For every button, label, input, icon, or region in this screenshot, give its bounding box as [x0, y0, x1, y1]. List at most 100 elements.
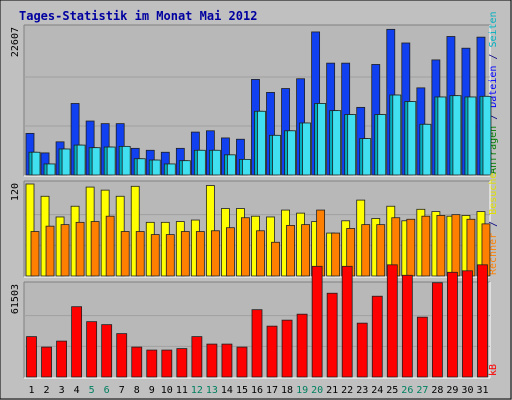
- bar-kb: [26, 336, 37, 378]
- bar-rechner: [150, 234, 160, 277]
- bar-kb: [266, 325, 278, 378]
- bar-rechner: [210, 230, 220, 277]
- bar-rechner: [105, 215, 115, 277]
- x-tick-label: 1: [29, 385, 35, 396]
- bar-rechner: [466, 218, 476, 277]
- bar-seiten: [196, 149, 206, 176]
- x-tick-label: 8: [134, 385, 140, 396]
- bar-rechner: [406, 218, 416, 277]
- bar-seiten: [106, 146, 116, 176]
- bar-rechner: [361, 224, 371, 277]
- x-tick-label: 25: [386, 385, 398, 396]
- bar-kb: [416, 316, 428, 378]
- legend-item: Anfragen: [488, 126, 499, 174]
- x-tick-label: 30: [461, 385, 473, 396]
- bar-seiten: [467, 96, 477, 176]
- x-tick-label: 22: [341, 385, 353, 396]
- y-max-label: 120: [10, 183, 21, 201]
- x-tick-label: 11: [176, 385, 188, 396]
- bar-kb: [431, 282, 443, 378]
- bar-kb: [386, 264, 398, 378]
- bar-kb: [341, 265, 353, 378]
- bar-seiten: [482, 95, 492, 176]
- panel-mid: 120 Rechner / Besuche: [10, 173, 499, 278]
- x-tick-label: 18: [281, 385, 293, 396]
- panel-top: 22607 Anfragen / Dateien / Seiten: [10, 11, 499, 177]
- bar-rechner: [120, 231, 130, 277]
- bar-seiten: [347, 114, 357, 176]
- x-tick-label: 9: [149, 385, 155, 396]
- x-tick-label: 21: [326, 385, 338, 396]
- x-tick-label: 4: [74, 385, 80, 396]
- bar-seiten: [302, 122, 311, 176]
- series-legend: Anfragen / Dateien / Seiten: [488, 11, 499, 174]
- bar-kb: [401, 274, 413, 378]
- bar-kb: [326, 292, 338, 378]
- legend-item: /: [488, 108, 499, 126]
- bar-seiten: [91, 147, 101, 176]
- bar-kb: [206, 343, 218, 378]
- bar-kb: [477, 264, 488, 378]
- bar-rechner: [135, 231, 145, 277]
- bar-kb: [71, 306, 83, 378]
- x-tick-label: 6: [104, 385, 110, 396]
- bar-seiten: [76, 144, 86, 176]
- bar-seiten: [422, 123, 432, 176]
- x-tick-label: 5: [89, 385, 95, 396]
- x-tick-label: 23: [356, 385, 368, 396]
- bar-kb: [447, 271, 458, 378]
- bar-seiten: [151, 159, 161, 176]
- bar-kb: [221, 343, 233, 378]
- bar-seiten: [181, 160, 191, 176]
- x-tick-label: 12: [191, 385, 203, 396]
- x-tick-label: 31: [476, 385, 488, 396]
- bar-seiten: [452, 95, 462, 176]
- legend-item: Dateien: [488, 66, 499, 108]
- bar-kb: [86, 321, 98, 378]
- bar-kb: [161, 349, 173, 378]
- chart-panels: 22607 Anfragen / Dateien / Seiten 120 Rechn…: [10, 11, 499, 379]
- bar-rechner: [226, 227, 235, 277]
- x-tick-label: 13: [206, 385, 218, 396]
- x-tick-label: 15: [236, 385, 248, 396]
- bar-rechner: [421, 215, 431, 277]
- x-tick-label: 10: [161, 385, 173, 396]
- bar-rechner: [241, 217, 250, 277]
- x-tick-label: 17: [266, 385, 278, 396]
- bar-kb: [296, 313, 308, 378]
- bar-kb: [371, 295, 383, 378]
- bar-seiten: [407, 101, 417, 176]
- x-tick-label: 26: [401, 385, 413, 396]
- series-legend: kB: [488, 364, 499, 376]
- x-tick-label: 19: [296, 385, 308, 396]
- bar-rechner: [45, 225, 55, 277]
- bar-rechner: [60, 224, 70, 277]
- bar-seiten: [362, 138, 372, 176]
- bar-rechner: [286, 224, 295, 277]
- bar-kb: [176, 348, 188, 378]
- x-tick-label: 24: [371, 385, 383, 396]
- series-kb: [26, 264, 488, 378]
- bar-seiten: [317, 103, 327, 176]
- bar-kb: [462, 270, 473, 378]
- legend-item: /: [488, 215, 499, 233]
- bar-kb: [251, 309, 263, 378]
- bar-rechner: [195, 231, 205, 277]
- bar-rechner: [376, 224, 386, 277]
- x-tick-label: 27: [416, 385, 428, 396]
- bar-seiten: [61, 148, 71, 176]
- legend-item: Besuche: [488, 173, 499, 215]
- bar-seiten: [272, 134, 281, 176]
- bar-rechner: [30, 231, 40, 277]
- panel-bot: 61503 kB: [10, 264, 499, 379]
- bar-seiten: [287, 130, 296, 176]
- bar-seiten: [166, 163, 176, 176]
- bar-rechner: [256, 230, 265, 277]
- bar-kb: [41, 346, 52, 378]
- bar-seiten: [121, 145, 131, 176]
- bar-rechner: [180, 231, 190, 277]
- bar-seiten: [392, 94, 402, 176]
- x-tick-label: 2: [44, 385, 50, 396]
